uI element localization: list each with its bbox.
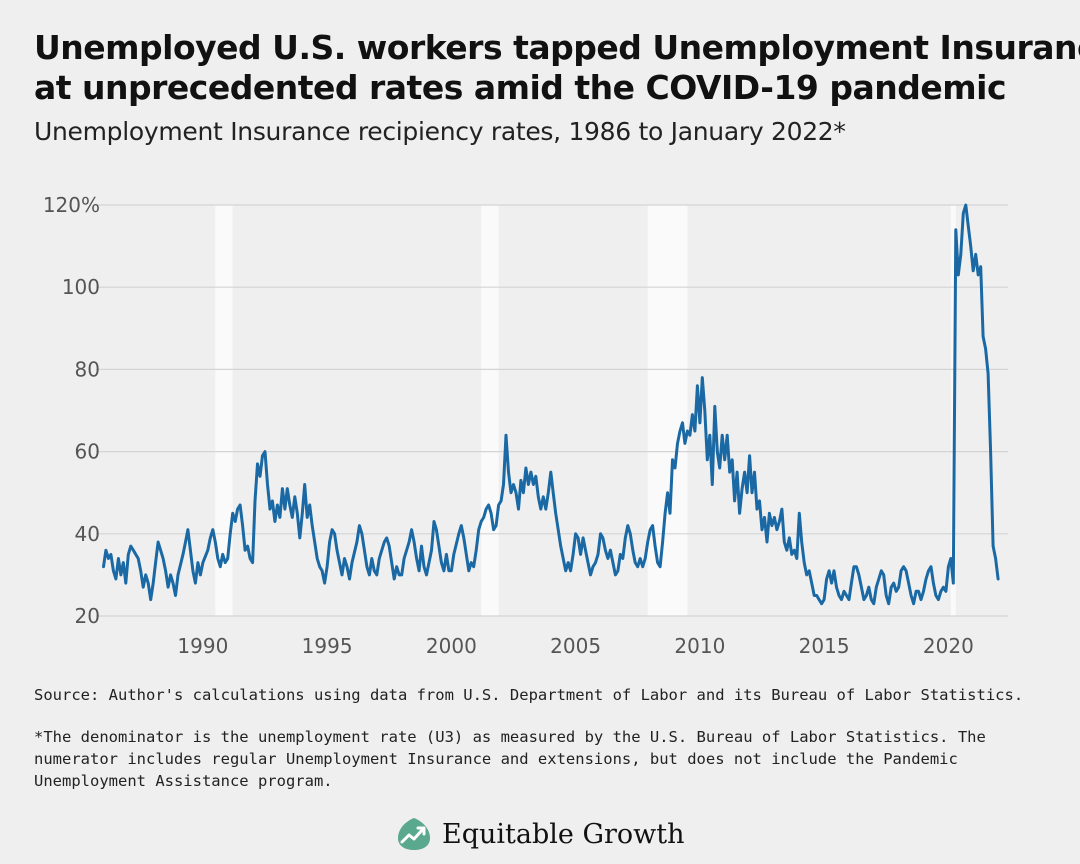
x-tick-label: 2020 bbox=[923, 634, 974, 658]
recession-band bbox=[647, 205, 688, 616]
footnote-line-1: *The denominator is the unemployment rat… bbox=[34, 728, 986, 746]
y-axis-ticks: 20 40 60 80 100 120% bbox=[43, 193, 100, 628]
recession-band bbox=[215, 205, 233, 616]
footnote: *The denominator is the unemployment rat… bbox=[34, 726, 1054, 792]
footnote-line-3: Unemployment Assistance program. bbox=[34, 772, 333, 790]
recession-band bbox=[481, 205, 499, 616]
series-line bbox=[102, 203, 1000, 606]
y-tick-label: 80 bbox=[75, 357, 100, 381]
brand-footer: Equitable Growth bbox=[396, 814, 685, 854]
brand-name: Equitable Growth bbox=[442, 818, 685, 850]
y-tick-label: 20 bbox=[75, 604, 100, 628]
y-tick-label: 120% bbox=[43, 193, 100, 217]
x-tick-label: 2010 bbox=[674, 634, 725, 658]
chart-subtitle: Unemployment Insurance recipiency rates,… bbox=[34, 117, 846, 146]
chart-title: Unemployed U.S. workers tapped Unemploym… bbox=[34, 28, 1080, 108]
x-tick-label: 2015 bbox=[799, 634, 850, 658]
line-chart: 20 40 60 80 100 120% 1990 1995 2000 2005 2010 2015… bbox=[43, 193, 1008, 658]
growth-leaf-logo-icon bbox=[398, 818, 430, 850]
x-tick-label: 2000 bbox=[426, 634, 477, 658]
title-line-2: at unprecedented rates amid the COVID-19… bbox=[34, 68, 1007, 107]
footnote-line-2: numerator includes regular Unemployment … bbox=[34, 750, 958, 768]
x-axis-ticks: 1990 1995 2000 2005 2010 2015 2020 bbox=[177, 634, 973, 658]
series-lines bbox=[102, 203, 1000, 606]
y-tick-label: 40 bbox=[75, 522, 100, 546]
title-line-1: Unemployed U.S. workers tapped Unemploym… bbox=[34, 28, 1080, 67]
y-tick-label: 100 bbox=[62, 275, 100, 299]
x-tick-label: 1990 bbox=[177, 634, 228, 658]
source-note: Source: Author's calculations using data… bbox=[34, 686, 1024, 704]
grid-lines bbox=[96, 204, 1008, 617]
x-tick-label: 2005 bbox=[550, 634, 601, 658]
x-tick-label: 1995 bbox=[302, 634, 353, 658]
y-tick-label: 60 bbox=[75, 440, 100, 464]
